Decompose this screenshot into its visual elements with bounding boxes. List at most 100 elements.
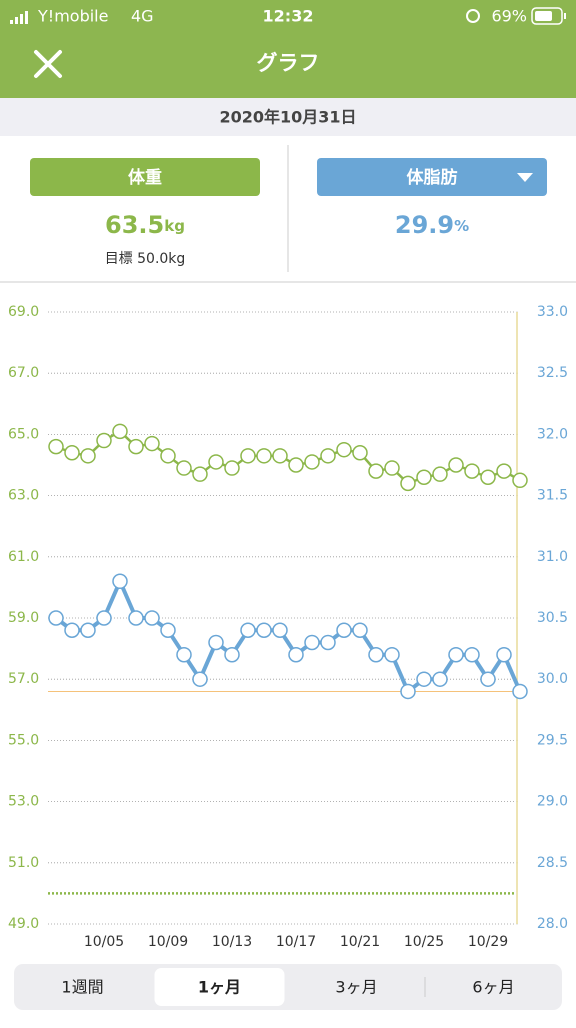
tab[interactable]: 1週間 (61, 978, 103, 997)
data-point (432, 671, 448, 687)
y-tick-label: 61.0 (8, 549, 39, 565)
data-point (448, 646, 464, 663)
x-tick-label: 10/09 (148, 934, 188, 950)
data-point (80, 622, 96, 638)
tab[interactable]: 3ヶ月 (335, 978, 377, 997)
data-point (160, 448, 176, 464)
data-point (208, 454, 224, 470)
data-point (432, 466, 448, 482)
data-point (400, 475, 416, 492)
data-point (384, 460, 400, 476)
date: 2020年10月31日 (219, 108, 356, 127)
data-point (80, 448, 96, 464)
data-point (240, 622, 256, 638)
data-point (304, 634, 320, 651)
data-point (288, 646, 304, 663)
y-tick-label: 49.0 (8, 916, 39, 932)
header-title: グラフ (257, 51, 320, 75)
data-point (368, 463, 384, 479)
y-tick-label: 63.0 (8, 488, 39, 504)
signal-icon (10, 11, 28, 24)
tab[interactable]: 6ヶ月 (472, 978, 514, 997)
data-point (176, 646, 192, 663)
weight-label: 体重 (128, 167, 162, 188)
data-point (336, 441, 352, 458)
data-point (304, 454, 320, 470)
data-point (112, 423, 128, 440)
data-point (48, 610, 64, 626)
x-tick-label: 10/13 (212, 934, 252, 950)
y2-tick-label: 31.0 (537, 549, 568, 565)
data-point (368, 646, 384, 663)
weight-goal: 目標 50.0kg (105, 251, 186, 267)
weight-number: 63.5 (105, 211, 164, 239)
data-point (352, 445, 368, 461)
data-point (512, 472, 528, 489)
y-tick-label: 65.0 (8, 426, 39, 442)
weight-button[interactable] (30, 158, 260, 196)
series-line (55, 430, 521, 485)
y2-tick-label: 29.0 (537, 794, 568, 810)
data-point (352, 622, 368, 638)
y2-tick-label: 29.5 (537, 732, 568, 748)
data-point (416, 671, 432, 687)
data-point (336, 622, 352, 638)
data-point (256, 622, 272, 638)
data-point (176, 460, 192, 476)
data-point (288, 457, 304, 473)
data-point (64, 445, 80, 461)
x-tick-label: 10/29 (468, 934, 508, 950)
battery-icon (531, 7, 566, 25)
body-fat-number: 29.9 (395, 211, 454, 239)
chart: 49.0 51.0 53.0 55.0 57.0 59.0 61.0 63.0 65.0 67.0… (8, 304, 568, 950)
data-point (96, 610, 112, 626)
y-tick-label: 69.0 (8, 304, 39, 320)
y2-tick-label: 28.0 (537, 916, 568, 932)
data-point (480, 469, 496, 485)
y2-tick-label: 30.0 (537, 671, 568, 687)
y-tick-label: 59.0 (8, 610, 39, 626)
data-point (416, 469, 432, 485)
y2-tick-label: 30.5 (537, 610, 568, 626)
data-point (64, 622, 80, 638)
data-point (272, 622, 288, 638)
x-tick-label: 10/17 (276, 934, 316, 950)
y-tick-label: 57.0 (8, 671, 39, 687)
date-bar (0, 98, 576, 136)
x-tick-label: 10/05 (84, 934, 124, 950)
data-point (128, 438, 144, 455)
y-tick-label: 51.0 (8, 855, 39, 871)
data-point (464, 463, 480, 479)
tab[interactable]: 1ヶ月 (198, 978, 241, 997)
y-tick-label: 67.0 (8, 365, 39, 381)
weight-value: 63.5kg (105, 211, 185, 239)
data-point (48, 438, 64, 455)
close-button[interactable] (34, 50, 62, 78)
data-point (496, 463, 512, 479)
data-point (480, 671, 496, 687)
data-point (400, 683, 416, 700)
y2-tick-label: 31.5 (537, 488, 568, 504)
body-fat-value: 29.9% (395, 211, 469, 239)
carrier: Y!mobile (37, 7, 108, 26)
alarm-icon (466, 9, 480, 23)
data-point (272, 448, 288, 464)
network: 4G (131, 7, 154, 26)
selected-tab-bg (154, 968, 285, 1006)
data-point (128, 610, 144, 626)
data-point (448, 457, 464, 473)
body-fat-button[interactable] (317, 158, 547, 196)
data-point (256, 448, 272, 464)
data-point (320, 448, 336, 464)
data-point (192, 466, 208, 482)
y2-tick-label: 32.0 (537, 426, 568, 442)
y-tick-label: 55.0 (8, 732, 39, 748)
dropdown-arrow (517, 173, 533, 182)
data-point (320, 634, 336, 651)
data-point (112, 573, 128, 590)
header-bg (0, 0, 576, 98)
x-tick-label: 10/25 (404, 934, 444, 950)
data-point (144, 435, 160, 452)
body-fat-unit: % (454, 217, 469, 235)
